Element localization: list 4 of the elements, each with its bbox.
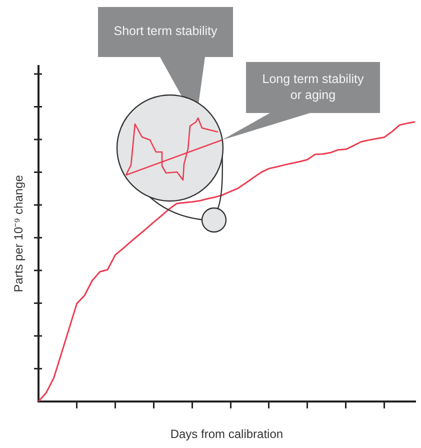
text: Long term stability or aging: [246, 62, 380, 113]
y-axis-title: Parts per 10⁻⁹ change: [12, 174, 26, 292]
text: Short term stability: [98, 7, 233, 57]
x-axis-title: Days from calibration: [170, 427, 284, 442]
